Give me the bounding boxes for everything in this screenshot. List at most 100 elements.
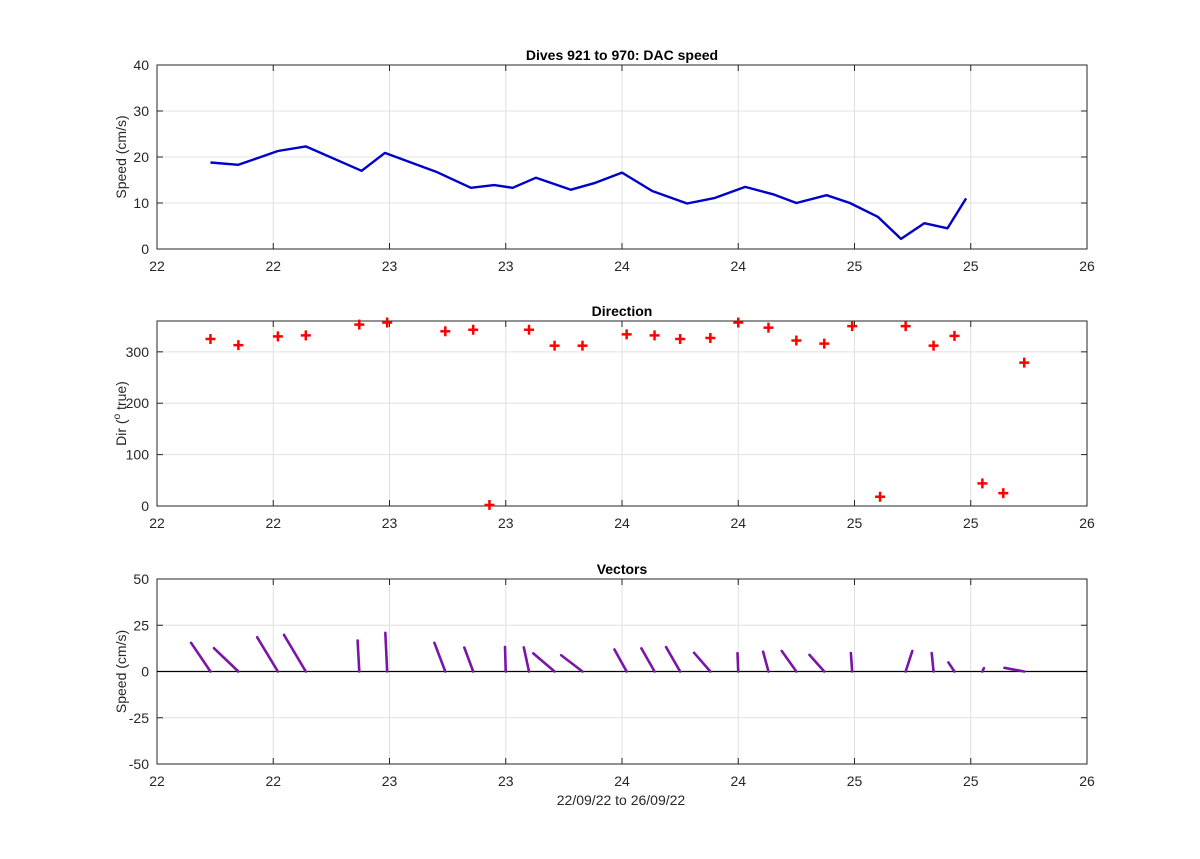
y-tick-label: -50	[129, 756, 149, 772]
direction-point	[524, 324, 534, 335]
direction-point	[468, 324, 479, 335]
vector-stick	[780, 649, 798, 673]
direction-point	[549, 340, 560, 351]
x-tick-label: 24	[730, 515, 746, 531]
y-axis-label: Speed (cm/s)	[113, 115, 129, 198]
speed-panel: 22 22 23 23 24 24 25 25 26 0 10 20 30 40 Dives 921 to …	[113, 47, 1095, 274]
vector-stick	[531, 652, 556, 673]
x-tick-label: 25	[847, 258, 863, 274]
x-tick-label: 24	[614, 258, 630, 274]
vector-stick	[761, 650, 770, 673]
vector-stick	[559, 653, 584, 673]
vector-stick	[692, 651, 712, 673]
vector-stick	[212, 646, 240, 673]
x-tick-label: 26	[1079, 515, 1095, 531]
y-axis-label-tail: true)	[113, 381, 129, 414]
vector-stick	[522, 646, 531, 673]
x-tick-label: 24	[730, 773, 746, 789]
x-axis-label: 22/09/22 to 26/09/22	[557, 792, 686, 808]
y-tick-label: 10	[133, 195, 149, 211]
direction-point	[949, 330, 960, 341]
y-tick-label: 20	[133, 149, 149, 165]
x-tick-label: 22	[265, 515, 281, 531]
panel-title: Direction	[592, 303, 653, 319]
vector-stick	[463, 646, 475, 673]
x-tick-label: 24	[730, 258, 746, 274]
vector-stick	[356, 639, 361, 673]
x-tick-label: 25	[963, 258, 979, 274]
direction-point	[928, 340, 939, 351]
x-tick-label: 25	[963, 515, 979, 531]
y-axis-label-superscript: o	[112, 413, 123, 419]
direction-point	[440, 326, 451, 337]
direction-point	[354, 319, 365, 330]
y-tick-label: 25	[133, 617, 149, 633]
direction-point	[847, 321, 858, 332]
direction-point	[819, 338, 830, 349]
y-tick-label: 30	[133, 103, 149, 119]
vector-stick	[255, 635, 280, 673]
x-tick-label: 22	[265, 258, 281, 274]
y-tick-label: 50	[133, 571, 149, 587]
direction-point	[272, 331, 283, 342]
vector-stick	[664, 645, 682, 673]
x-tick-label: 24	[614, 773, 630, 789]
x-tick-label: 23	[498, 773, 514, 789]
x-tick-label: 22	[265, 773, 281, 789]
vector-stick	[930, 651, 935, 673]
y-tick-label: 0	[141, 498, 149, 514]
panel-title: Dives 921 to 970: DAC speed	[526, 47, 718, 63]
direction-point	[649, 330, 660, 341]
vector-stick	[433, 641, 447, 673]
vector-stick	[736, 651, 740, 673]
x-tick-label: 25	[963, 773, 979, 789]
direction-point	[382, 317, 393, 328]
x-tick-label: 22	[149, 773, 165, 789]
y-axis-label: Speed (cm/s)	[113, 630, 129, 713]
y-tick-label: 200	[126, 395, 150, 411]
direction-point	[484, 499, 495, 510]
vector-stick	[947, 661, 956, 673]
x-tick-label: 26	[1079, 773, 1095, 789]
vector-stick	[384, 631, 389, 673]
vector-stick	[904, 649, 914, 673]
direction-point	[577, 340, 588, 351]
vectors-panel: 22 22 23 23 24 24 25 25 26 -50 -25 0 25 50 Vectors Spee…	[113, 561, 1095, 789]
direction-point	[900, 321, 911, 332]
x-tick-label: 23	[382, 773, 398, 789]
x-tick-label: 25	[847, 773, 863, 789]
x-tick-label: 23	[382, 515, 398, 531]
panel-title: Vectors	[597, 561, 648, 577]
vector-stick	[1003, 666, 1026, 673]
vector-stick	[503, 645, 508, 673]
y-axis-label: Dir (o true)	[112, 381, 129, 446]
y-tick-label: -25	[129, 710, 149, 726]
y-tick-label: 300	[126, 344, 150, 360]
x-tick-label: 22	[149, 258, 165, 274]
y-tick-label: 0	[141, 664, 149, 680]
speed-line	[210, 145, 968, 241]
direction-point	[300, 330, 311, 341]
direction-point	[733, 317, 744, 328]
vector-stick	[613, 648, 628, 673]
direction-point	[875, 491, 886, 502]
direction-point	[977, 478, 988, 489]
direction-point	[763, 322, 774, 333]
x-tick-label: 24	[614, 515, 630, 531]
vector-stick	[189, 641, 212, 673]
direction-point	[1019, 357, 1030, 368]
y-tick-label: 100	[126, 447, 150, 463]
y-tick-label: 0	[141, 241, 149, 257]
vector-stick	[808, 653, 826, 673]
x-tick-label: 25	[847, 515, 863, 531]
direction-point	[675, 333, 686, 344]
direction-panel: 22 22 23 23 24 24 25 25 26 0 100 200 300 Direction Dir…	[112, 303, 1095, 531]
direction-point	[205, 333, 216, 344]
direction-point	[705, 332, 716, 343]
direction-point	[621, 329, 632, 340]
y-tick-label: 40	[133, 57, 149, 73]
x-tick-label: 23	[382, 258, 398, 274]
vector-stick	[640, 647, 656, 673]
vector-stick	[981, 666, 986, 673]
